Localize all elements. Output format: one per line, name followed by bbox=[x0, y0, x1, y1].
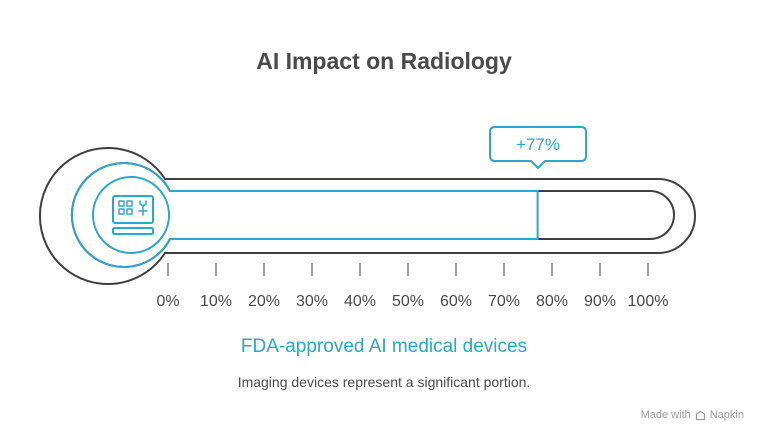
tick-label: 20% bbox=[248, 293, 280, 310]
tick-label: 0% bbox=[156, 293, 179, 310]
tick-label: 50% bbox=[392, 293, 424, 310]
tick-label: 10% bbox=[200, 293, 232, 310]
tick-label: 30% bbox=[296, 293, 328, 310]
callout-bubble bbox=[489, 126, 587, 169]
napkin-credit: Made with Napkin bbox=[641, 409, 744, 421]
tick-label: 80% bbox=[536, 293, 568, 310]
tick-label: 40% bbox=[344, 293, 376, 310]
gauge-outline bbox=[39, 147, 696, 285]
callout-value: +77% bbox=[516, 135, 560, 154]
gauge-fill bbox=[70, 162, 539, 268]
napkin-logo-icon bbox=[695, 410, 705, 420]
value-callout: +77% bbox=[489, 126, 587, 169]
credit-prefix: Made with bbox=[640, 409, 691, 421]
computer-monitor-icon bbox=[112, 195, 154, 235]
tick-label: 100% bbox=[628, 293, 669, 310]
gauge-caption: FDA-approved AI medical devices bbox=[240, 336, 528, 357]
tick-label: 60% bbox=[440, 293, 472, 310]
tick-label: 90% bbox=[584, 293, 616, 310]
axis-ticks: 0% 10% 20% 30% 40% 50% 60% 70% 80% 90% 100% bbox=[156, 263, 668, 310]
tick-label: 70% bbox=[488, 293, 520, 310]
description-text: Imaging devices represent a significant … bbox=[237, 374, 531, 390]
credit-brand: Napkin bbox=[709, 409, 744, 421]
page-title: AI Impact on Radiology bbox=[256, 48, 512, 74]
gauge-bulb bbox=[92, 176, 170, 254]
